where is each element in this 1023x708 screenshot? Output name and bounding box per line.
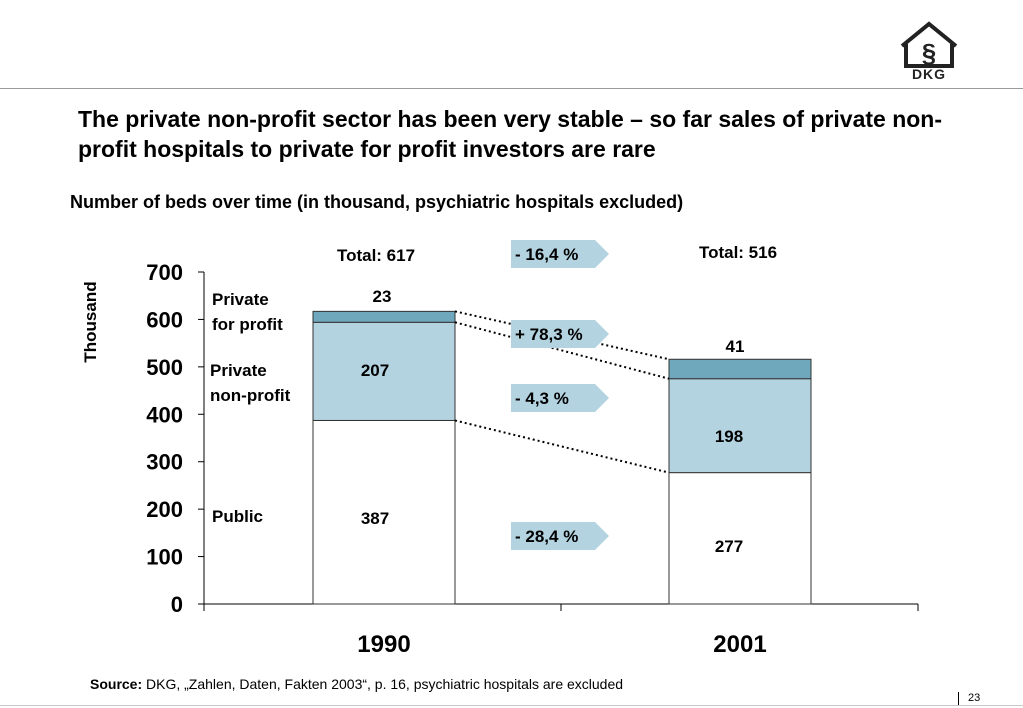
bar-segment [312, 321, 456, 421]
x-tick-label: 2001 [713, 631, 766, 658]
series-label: Private [212, 290, 269, 309]
change-arrow [511, 384, 609, 412]
y-tick-label: 0 [171, 592, 183, 617]
y-tick-label: 200 [146, 497, 183, 522]
x-tick-label: 1990 [357, 631, 410, 658]
svg-text:§: § [922, 38, 936, 68]
data-label: 277 [715, 537, 743, 556]
page-number-separator [958, 692, 959, 705]
change-arrow [511, 320, 609, 348]
series-label: Public [212, 507, 263, 526]
series-label: for profit [212, 315, 283, 334]
y-tick-label: 500 [146, 355, 183, 380]
change-label: - 4,3 % [515, 389, 569, 408]
y-tick-label: 600 [146, 307, 183, 332]
source-note: Source: DKG, „Zahlen, Daten, Fakten 2003… [90, 676, 623, 692]
header-divider [0, 88, 1023, 89]
page-number: 23 [968, 692, 981, 704]
bar-segment [668, 358, 812, 380]
source-text: DKG, „Zahlen, Daten, Fakten 2003“, p. 16… [146, 676, 624, 692]
svg-text:DKG: DKG [912, 66, 946, 80]
series-label: non-profit [210, 386, 291, 405]
change-label: - 28,4 % [515, 527, 578, 546]
y-tick-label: 700 [146, 260, 183, 285]
change-label: + 78,3 % [515, 325, 583, 344]
change-label: - 16,4 % [515, 245, 578, 264]
slide-headline: The private non-profit sector has been v… [78, 106, 943, 162]
y-tick-label: 400 [146, 402, 183, 427]
connector-line [454, 310, 670, 361]
series-label: Private [210, 361, 267, 380]
data-label: 387 [361, 509, 389, 528]
dkg-logo: § DKG [900, 21, 958, 80]
connector-line [454, 321, 670, 380]
y-tick-label: 300 [146, 450, 183, 475]
data-label: 41 [726, 337, 745, 356]
data-label: 23 [373, 287, 392, 306]
chart-title: Number of beds over time (in thousand, p… [70, 192, 684, 212]
bar-segment [312, 310, 456, 323]
bar-segment [668, 378, 812, 474]
change-arrow [511, 522, 609, 550]
footer-divider [0, 705, 1023, 706]
change-arrow [511, 240, 609, 268]
total-label: Total: 516 [699, 243, 777, 262]
bar-segment [312, 419, 456, 605]
total-label: Total: 617 [337, 246, 415, 265]
connector-line [454, 419, 670, 474]
y-tick-label: 100 [146, 545, 183, 570]
data-label: 207 [361, 361, 389, 380]
y-axis-label: Thousand [81, 281, 100, 362]
source-label: Source: [90, 676, 143, 692]
data-label: 198 [715, 427, 743, 446]
